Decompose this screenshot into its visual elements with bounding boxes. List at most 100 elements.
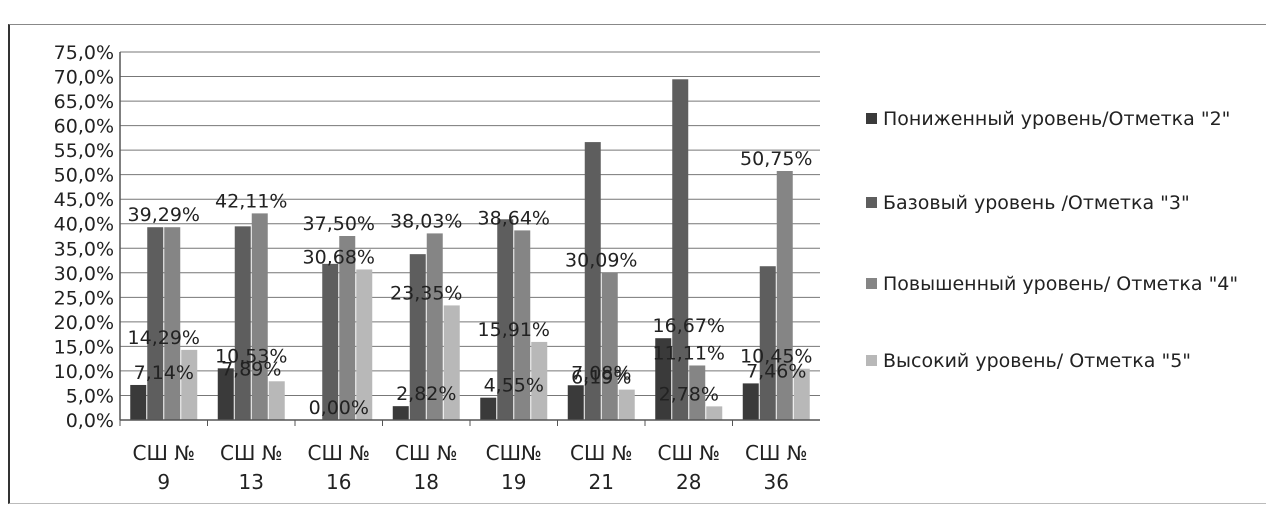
x-tick-label: СШ № (395, 441, 458, 465)
y-tick-label: 35,0% (54, 238, 114, 260)
y-tick-label: 20,0% (54, 312, 114, 334)
data-label: 30,09% (565, 249, 637, 271)
data-label: 38,03% (390, 210, 462, 232)
y-tick-label: 70,0% (54, 67, 114, 89)
data-label: 23,35% (390, 282, 462, 304)
data-label: 7,89% (221, 358, 281, 380)
bar (584, 142, 601, 420)
chart-frame (8, 24, 1266, 504)
bar (443, 305, 460, 420)
bar (234, 226, 251, 420)
data-label: 2,82% (396, 383, 456, 405)
bar (601, 272, 618, 420)
bar (618, 389, 635, 420)
bars (130, 79, 810, 420)
bar (531, 341, 548, 420)
x-tick-label: 36 (764, 470, 789, 494)
data-label: 2,78% (659, 383, 719, 405)
data-label: 39,29% (128, 204, 200, 226)
x-tick-label: 18 (414, 470, 439, 494)
x-tick-label: 16 (326, 470, 351, 494)
y-tick-label: 5,0% (66, 385, 114, 407)
bar (689, 365, 706, 420)
bar (655, 338, 672, 420)
data-labels: 39,29% 14,29% 7,14% 42,11% 10,53%7,89% 37,50%… (128, 148, 813, 419)
x-tick-label: 9 (157, 470, 170, 494)
bar (793, 368, 810, 420)
y-tick-label: 50,0% (54, 165, 114, 187)
x-tick-label: СШ № (132, 441, 195, 465)
data-label: 14,29% (128, 327, 200, 349)
data-label: 38,64% (478, 207, 550, 229)
data-label: 30,68% (303, 246, 375, 268)
data-label: 11,11% (653, 342, 725, 364)
bar (672, 79, 689, 420)
data-label: 15,91% (478, 319, 550, 341)
bar (409, 254, 426, 420)
x-tick-label: СШ№ (486, 441, 542, 465)
bar (567, 385, 584, 420)
bar (497, 219, 514, 420)
y-tick-label: 40,0% (54, 214, 114, 236)
bar (742, 383, 759, 420)
legend-swatch (866, 113, 877, 124)
data-label: 7,46% (746, 360, 806, 382)
bar (130, 384, 147, 420)
y-tick-label: 30,0% (54, 263, 114, 285)
x-tick-label: СШ № (657, 441, 720, 465)
x-tick-label: СШ № (570, 441, 633, 465)
data-label: 42,11% (215, 190, 287, 212)
legend-label: Повышенный уровень/ Отметка "4" (883, 273, 1239, 295)
legend-label: Пониженный уровень/Отметка "2" (883, 108, 1231, 130)
bar (392, 406, 409, 420)
bar (776, 170, 793, 420)
data-label: 7,14% (134, 362, 194, 384)
data-label: 6,19% (571, 367, 631, 389)
legend-swatch (866, 278, 877, 289)
data-label: 50,75% (740, 148, 812, 170)
legend-swatch (866, 197, 877, 208)
legend-label: Базовый уровень /Отметка "3" (883, 192, 1190, 214)
x-tick-label: СШ № (307, 441, 370, 465)
legend-item: Высокий уровень/ Отметка "5" (866, 347, 1191, 375)
y-tick-label: 25,0% (54, 287, 114, 309)
x-tick-label: 21 (589, 470, 614, 494)
bar (268, 381, 285, 420)
data-label: 37,50% (303, 213, 375, 235)
bar (426, 233, 443, 420)
bar (759, 266, 776, 420)
data-label: 10,45% (740, 346, 812, 368)
bar (480, 397, 497, 420)
bar (164, 227, 181, 420)
y-tick-label: 45,0% (54, 189, 114, 211)
bar (322, 263, 339, 420)
y-tick-label: 10,0% (54, 361, 114, 383)
bar (181, 349, 198, 420)
x-tick-label: СШ № (745, 441, 808, 465)
x-tick-label: 19 (501, 470, 526, 494)
bar (356, 269, 373, 420)
bar (514, 230, 531, 420)
legend-label: Высокий уровень/ Отметка "5" (883, 350, 1192, 372)
data-label: 16,67% (653, 315, 725, 337)
legend-item: Пониженный уровень/Отметка "2" (866, 105, 1230, 133)
data-label: 7,08% (571, 362, 631, 384)
y-tick-label: 60,0% (54, 116, 114, 138)
y-tick-label: 55,0% (54, 140, 114, 162)
bar (706, 406, 723, 420)
y-tick-label: 15,0% (54, 336, 114, 358)
bar (217, 368, 234, 420)
legend-item: Повышенный уровень/ Отметка "4" (866, 270, 1238, 298)
bar (147, 227, 164, 420)
x-tick-label: 28 (676, 470, 701, 494)
x-axis: СШ № 9 СШ № 13 СШ № 16 СШ № 18 СШ№ 19 СШ № 21 СШ № 28… (119, 419, 820, 494)
y-tick-label: 0,0% (66, 410, 114, 432)
bar (339, 236, 356, 420)
legend-swatch (866, 355, 877, 366)
y-tick-label: 65,0% (54, 91, 114, 113)
x-tick-label: 13 (239, 470, 264, 494)
y-tick-label: 75,0% (54, 42, 114, 64)
y-axis: 0,0% 5,0%10,0% 15,0%20,0% 25,0%30,0% 35,0%40… (54, 42, 121, 432)
data-label: 10,53% (215, 345, 287, 367)
